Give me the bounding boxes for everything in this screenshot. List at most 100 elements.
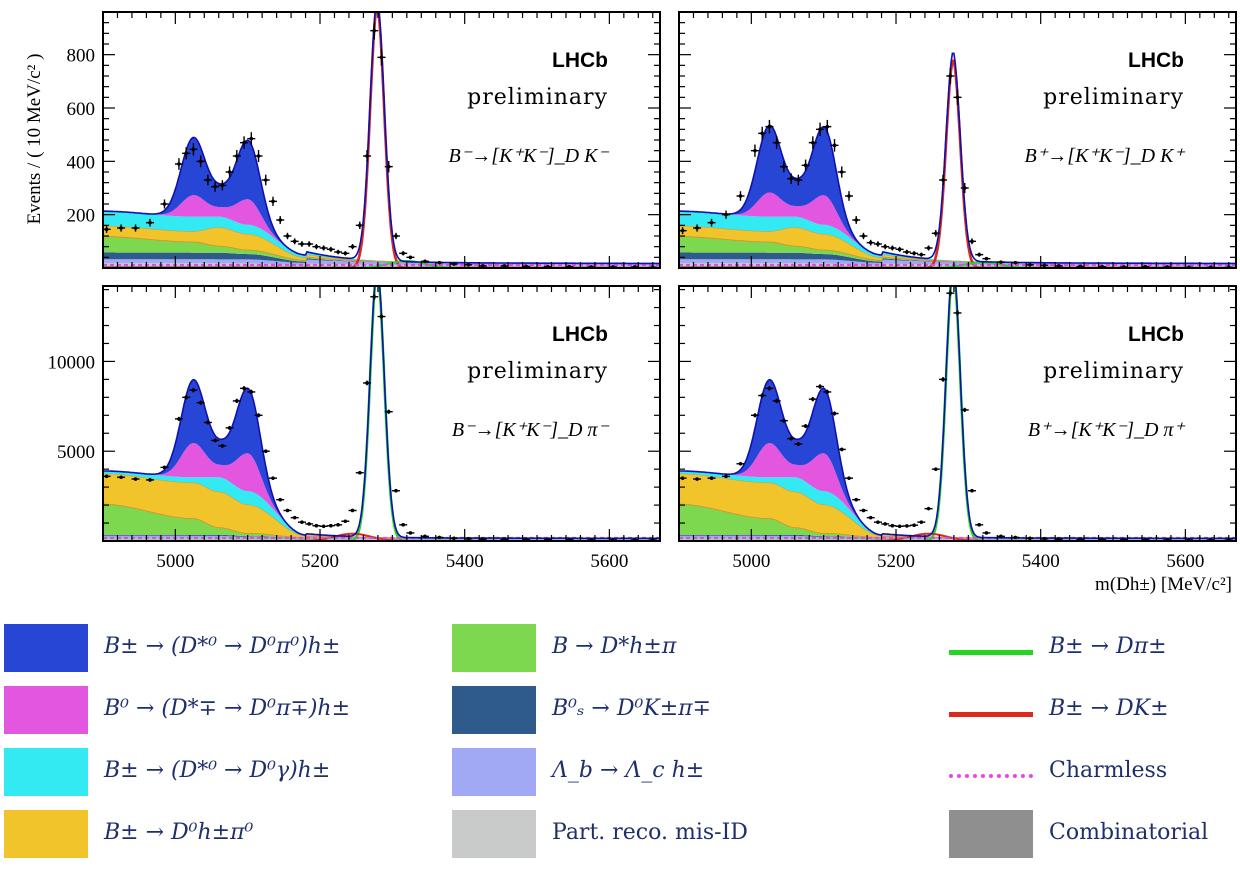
data-point [103, 225, 111, 233]
data-point [160, 465, 169, 470]
data-point [341, 251, 350, 256]
data-point [117, 475, 126, 480]
data-point [837, 166, 846, 178]
data-point [254, 149, 263, 163]
data-point [355, 221, 364, 230]
x-tick-label: 5600 [590, 551, 628, 572]
x-tick-label: 5200 [877, 551, 915, 572]
component-dstarpm_pi [103, 443, 660, 539]
data-point [182, 147, 191, 160]
data-point [203, 420, 212, 425]
data-point [895, 524, 904, 529]
data-point [693, 477, 702, 481]
component-bs_d0_k_pi [679, 252, 1236, 264]
panel-frame [102, 285, 661, 542]
component-dstar0_gamma [103, 211, 660, 264]
data-point [801, 424, 810, 429]
data-point [967, 488, 976, 493]
y-tick-label: 600 [67, 99, 96, 120]
data-point [240, 386, 249, 391]
data-point [478, 264, 487, 268]
data-point [182, 395, 191, 400]
data-point [218, 180, 227, 191]
data-point [326, 523, 335, 528]
legend-label: Combinatorial [1049, 820, 1209, 845]
status-label: preliminary [467, 359, 608, 384]
legend-label: B± → (D*⁰ → D⁰γ)h± [104, 758, 331, 783]
data-point [750, 413, 759, 418]
data-point [946, 290, 955, 297]
experiment-label: LHCb [552, 49, 608, 72]
legend-label: B⁰ → (D*∓ → D⁰π∓)h± [104, 696, 351, 721]
data-point [917, 520, 926, 524]
legend-swatch [4, 624, 88, 672]
data-point [377, 49, 386, 66]
data-point [420, 534, 429, 539]
panel-1: 200 400 600 800 LHCb preliminary B⁻→[K⁺K⁻]_D K… [67, 11, 661, 269]
data-point [808, 136, 817, 150]
status-label: preliminary [1043, 85, 1184, 110]
data-point [924, 506, 933, 511]
component-dstar0_pi0 [679, 125, 1236, 264]
data-point [779, 160, 788, 173]
data-point [196, 400, 205, 405]
data-point [261, 449, 270, 454]
component-dstarpm_pi [103, 195, 660, 264]
data-point [268, 196, 277, 206]
data-point [276, 216, 285, 224]
data-point [290, 238, 299, 245]
data-point [823, 119, 832, 134]
y-tick-label: 10000 [48, 352, 96, 373]
component-dstar0_gamma [679, 211, 1236, 264]
data-point [189, 387, 198, 393]
data-point [967, 238, 976, 245]
data-point [399, 523, 408, 527]
data-point [693, 224, 702, 232]
data-point [946, 68, 955, 84]
data-point [305, 241, 314, 247]
data-point [232, 398, 241, 404]
data-point [772, 136, 781, 150]
data-point [1025, 263, 1034, 267]
data-point [866, 239, 875, 246]
data-point [765, 119, 774, 134]
y-tick-label: 800 [67, 46, 96, 67]
data-point [384, 409, 393, 414]
legend-line [949, 774, 1033, 778]
data-point [174, 416, 183, 421]
crossfeed-curve-dk [103, 532, 660, 541]
y-tick-label: 200 [67, 206, 96, 227]
data-point [196, 155, 205, 168]
data-point [391, 232, 400, 240]
component-bs_d0_k_pi [103, 252, 660, 264]
data-point [844, 476, 853, 480]
component-dstar0_pi0 [103, 379, 660, 539]
data-point [866, 515, 875, 520]
panel-2: LHCb preliminary B⁺→[K⁺K⁻]_D K⁺ [678, 11, 1237, 269]
data-point [873, 241, 882, 247]
data-point [902, 524, 911, 528]
data-point [363, 380, 372, 386]
data-point [852, 497, 861, 502]
data-point [707, 218, 716, 227]
data-point [305, 522, 314, 526]
component-dstar0_pi0 [679, 379, 1236, 539]
x-tick-label: 5000 [732, 551, 770, 572]
data-point [1025, 536, 1034, 541]
panel-plot-area [103, 286, 660, 541]
data-point [830, 139, 839, 152]
decay-label: B⁻→[K⁺K⁻]_D K⁻ [449, 145, 610, 167]
data-point [268, 476, 277, 480]
legend-swatch [452, 748, 536, 796]
data-point [131, 477, 140, 481]
data-point [247, 389, 256, 395]
legend-label: B± → DK± [1049, 696, 1169, 721]
x-tick-label: 5000 [156, 551, 194, 572]
data-point [319, 245, 328, 251]
data-point [736, 191, 745, 201]
data-point [377, 313, 386, 320]
data-point [960, 407, 969, 413]
data-point [758, 126, 767, 140]
data-point [1040, 537, 1049, 541]
legend-label: B → D*h±π [552, 634, 677, 659]
